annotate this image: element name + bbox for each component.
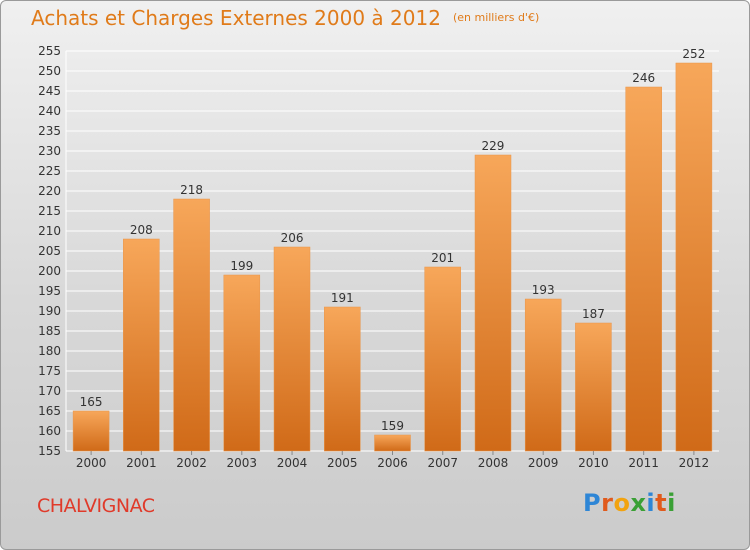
y-tick-label: 235 <box>38 124 61 138</box>
y-tick-label: 180 <box>38 344 61 358</box>
data-label: 208 <box>130 223 153 237</box>
data-label: 229 <box>482 139 505 153</box>
y-tick-label: 210 <box>38 224 61 238</box>
data-label: 252 <box>682 47 705 61</box>
bar-2005 <box>324 306 361 452</box>
data-label: 193 <box>532 283 555 297</box>
y-tick-label: 225 <box>38 164 61 178</box>
x-tick-label: 2004 <box>277 456 308 470</box>
data-label: 218 <box>180 183 203 197</box>
x-tick-label: 2003 <box>227 456 258 470</box>
x-tick-label: 2001 <box>126 456 157 470</box>
data-labels: 165 208 218 199 206 191 159 201 229 193 187 246 252 <box>80 47 706 433</box>
bar-2000 <box>72 410 110 452</box>
logo-letter: x <box>630 489 647 517</box>
x-axis-ticks: 2000 2001 2002 2003 2004 2005 2006 2007 2008 2009… <box>76 451 709 470</box>
commune-name: CHALVIGNAC <box>37 495 155 517</box>
x-tick-label: 2009 <box>528 456 559 470</box>
bar-2010 <box>575 322 612 452</box>
bar-2003 <box>223 274 261 452</box>
data-label: 201 <box>431 251 454 265</box>
bar-2012 <box>675 62 713 452</box>
data-label: 199 <box>230 259 253 273</box>
chart-title-text: Achats et Charges Externes 2000 à 2012 <box>31 6 441 30</box>
proxiti-logo: Proxiti <box>583 489 676 517</box>
y-tick-label: 190 <box>38 304 61 318</box>
x-tick-label: 2008 <box>478 456 509 470</box>
logo-letter: r <box>601 489 614 517</box>
y-tick-label: 165 <box>38 404 61 418</box>
bar-2011 <box>625 86 662 452</box>
x-tick-label: 2005 <box>327 456 358 470</box>
x-tick-label: 2006 <box>377 456 408 470</box>
y-tick-label: 195 <box>38 284 61 298</box>
y-tick-label: 245 <box>38 84 61 98</box>
bar-2007 <box>424 266 461 452</box>
data-label: 246 <box>632 71 655 85</box>
y-tick-label: 175 <box>38 364 61 378</box>
data-label: 187 <box>582 307 605 321</box>
logo-letter: i <box>667 489 676 517</box>
y-tick-label: 230 <box>38 144 61 158</box>
y-tick-label: 170 <box>38 384 61 398</box>
bar-2001 <box>123 238 160 452</box>
y-tick-label: 220 <box>38 184 61 198</box>
x-tick-label: 2010 <box>578 456 609 470</box>
y-axis-ticks: 155 160 165 170 175 180 185 190 195 200 205 210 215 2… <box>38 44 61 458</box>
y-tick-label: 160 <box>38 424 61 438</box>
logo-letter: i <box>646 489 656 517</box>
logo-letter: t <box>655 489 668 517</box>
bar-2009 <box>524 298 562 452</box>
chart-title: Achats et Charges Externes 2000 à 2012 (e… <box>31 6 539 30</box>
y-tick-label: 200 <box>38 264 61 278</box>
y-tick-label: 185 <box>38 324 61 338</box>
x-tick-label: 2002 <box>176 456 207 470</box>
chart-unit: (en milliers d'€) <box>452 11 540 24</box>
y-tick-label: 250 <box>38 64 61 78</box>
logo-letter: o <box>613 489 631 517</box>
x-tick-label: 2012 <box>679 456 710 470</box>
y-tick-label: 205 <box>38 244 61 258</box>
x-tick-label: 2000 <box>76 456 107 470</box>
y-tick-label: 255 <box>38 44 61 58</box>
data-label: 165 <box>80 395 103 409</box>
data-label: 191 <box>331 291 354 305</box>
bar-2002 <box>173 198 210 452</box>
bar-2006 <box>374 434 411 452</box>
y-tick-label: 215 <box>38 204 61 218</box>
y-tick-label: 155 <box>38 444 61 458</box>
bar-2004 <box>273 246 311 452</box>
data-label: 206 <box>281 231 304 245</box>
x-tick-label: 2007 <box>427 456 458 470</box>
bar-2008 <box>474 154 512 452</box>
y-tick-label: 240 <box>38 104 61 118</box>
data-label: 159 <box>381 419 404 433</box>
x-tick-label: 2011 <box>628 456 659 470</box>
grid-lines <box>65 50 719 452</box>
bars <box>72 62 713 452</box>
logo-letter: P <box>583 489 602 517</box>
